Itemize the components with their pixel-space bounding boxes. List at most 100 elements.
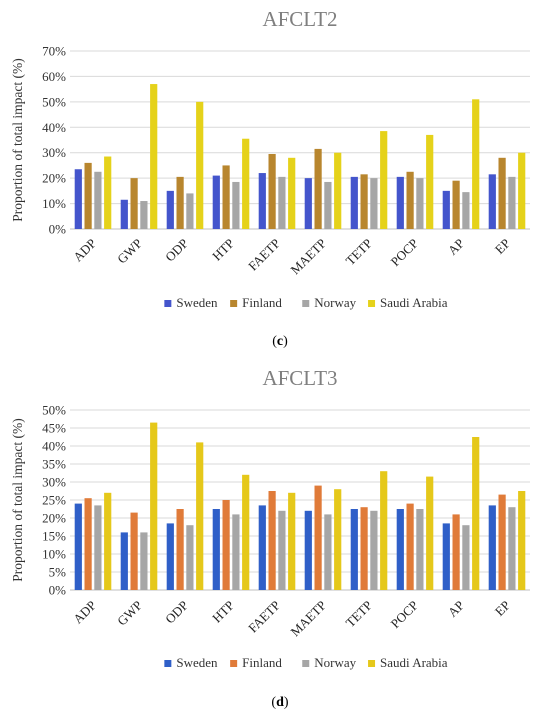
chart1-x-tick-label: TETP [343,236,376,269]
chart1-bar-finland-pocp [406,171,414,229]
chart2-bar-finland-adp [84,498,92,590]
chart2-title: AFCLT3 [262,366,337,390]
chart2-bar-norway-gwp [140,532,148,590]
chart2-bar-norway-odp [186,525,194,590]
chart2-bar-norway-faetp [278,510,286,590]
chart1-bar-sweden-ep [488,174,496,229]
chart2-bar-sweden-pocp [396,509,404,590]
chart1-x-tick-label: AP [445,236,467,258]
chart2-y-tick-label: 45% [42,421,66,436]
chart2-x-tick-label: GWP [114,598,145,629]
chart1-bar-saudi-arabia-faetp [288,157,296,229]
chart1-x-tick-label: EP [492,236,513,257]
chart1-bar-norway-adp [94,171,102,229]
chart2-y-tick-label: 30% [42,475,66,490]
chart1-x-tick-label: ADP [70,236,99,265]
chart1-bar-norway-gwp [140,201,148,229]
chart2-bar-finland-gwp [130,512,138,590]
chart1-bar-sweden-maetp [304,178,312,229]
chart2-bar-finland-pocp [406,503,414,590]
chart2-bar-finland-maetp [314,485,322,590]
chart1-bar-finland-tetp [360,174,368,229]
chart1-legend-label: Norway [314,295,356,310]
chart1-legend-swatch [164,300,172,307]
chart2-x-tick-label: AP [445,598,467,620]
chart2-bar-finland-ep [498,494,506,590]
chart2-bar-sweden-maetp [304,510,312,590]
chart1-bar-sweden-htp [212,175,220,229]
chart2-x-tick-label: TETP [343,598,376,631]
chart1-bar-saudi-arabia-ap [472,99,480,229]
chart2-bar-finland-htp [222,500,230,590]
chart1-bar-norway-faetp [278,176,286,229]
chart1-bar-sweden-faetp [258,173,266,229]
chart2-y-tick-label: 20% [42,511,66,526]
chart2-legend-label: Norway [314,655,356,670]
chart2-bar-norway-maetp [324,514,332,590]
chart1-bar-norway-pocp [416,178,424,229]
chart1-bar-sweden-tetp [350,176,358,229]
chart2-bar-sweden-odp [166,523,174,590]
chart1-bar-saudi-arabia-odp [196,101,204,229]
chart1-bar-sweden-odp [166,190,174,229]
chart1-bar-sweden-ap [442,190,450,229]
chart2-bar-saudi-arabia-odp [196,442,204,590]
chart2-bar-saudi-arabia-maetp [334,489,342,590]
chart1-bar-saudi-arabia-ep [518,152,526,229]
chart1-legend-label: Saudi Arabia [380,295,448,310]
chart1-y-tick-label: 60% [42,69,66,84]
chart1-y-axis-label: Proportion of total impact (%) [10,58,25,221]
chart1-legend-label: Sweden [176,295,218,310]
chart2-y-tick-label: 0% [49,583,67,598]
chart2-legend-swatch [230,660,238,667]
chart2-x-tick-label: MAETP [287,598,329,640]
chart2-bar-sweden-ap [442,523,450,590]
chart1-bar-saudi-arabia-htp [242,138,250,229]
chart1-x-tick-label: MAETP [287,236,329,278]
chart1-x-tick-label: FAETP [245,236,283,274]
chart2-legend-swatch [368,660,376,667]
chart2-x-tick-label: EP [492,598,513,619]
chart1-bar-norway-tetp [370,178,378,229]
chart1-x-tick-label: ODP [162,236,191,265]
chart2-bar-finland-ap [452,514,460,590]
chart2-bar-sweden-htp [212,509,220,590]
chart1-bar-saudi-arabia-adp [104,156,112,229]
chart1-y-tick-label: 0% [49,222,67,237]
chart2-x-tick-label: FAETP [245,598,283,636]
chart1-legend-label: Finland [242,295,282,310]
chart2-y-tick-label: 40% [42,439,66,454]
chart2-bar-sweden-gwp [120,532,128,590]
chart2-legend-swatch [164,660,172,667]
chart2-bar-saudi-arabia-adp [104,492,112,590]
chart1-legend-swatch [368,300,376,307]
chart1-bar-finland-adp [84,162,92,229]
chart2-bar-norway-pocp [416,509,424,590]
chart2-x-tick-label: ADP [70,598,99,627]
chart2-legend-label: Finland [242,655,282,670]
chart2-panel-caption: (d) [271,695,288,710]
chart1-title: AFCLT2 [262,7,337,31]
chart1-y-tick-label: 10% [42,196,66,211]
chart2-y-tick-label: 15% [42,529,66,544]
chart1-bar-norway-ep [508,176,516,229]
chart1-bar-saudi-arabia-maetp [334,152,342,229]
chart2-y-tick-label: 10% [42,547,66,562]
chart2-y-tick-label: 35% [42,457,66,472]
chart1-legend-swatch [302,300,310,307]
chart2-legend-label: Saudi Arabia [380,655,448,670]
chart1-bar-saudi-arabia-gwp [150,84,158,229]
chart2-x-tick-label: HTP [209,598,237,626]
chart2-bar-saudi-arabia-gwp [150,422,158,590]
chart2-bar-norway-tetp [370,510,378,590]
chart1-bar-saudi-arabia-pocp [426,134,434,229]
chart2-legend-swatch [302,660,310,667]
chart2-y-axis-label: Proportion of total impact (%) [10,418,25,581]
chart2-bar-saudi-arabia-tetp [380,471,388,590]
chart2-legend-label: Sweden [176,655,218,670]
chart1-y-tick-label: 40% [42,120,66,135]
chart2-x-tick-label: ODP [162,598,191,627]
chart2-bar-norway-ap [462,525,470,590]
chart1-bar-saudi-arabia-tetp [380,131,388,229]
